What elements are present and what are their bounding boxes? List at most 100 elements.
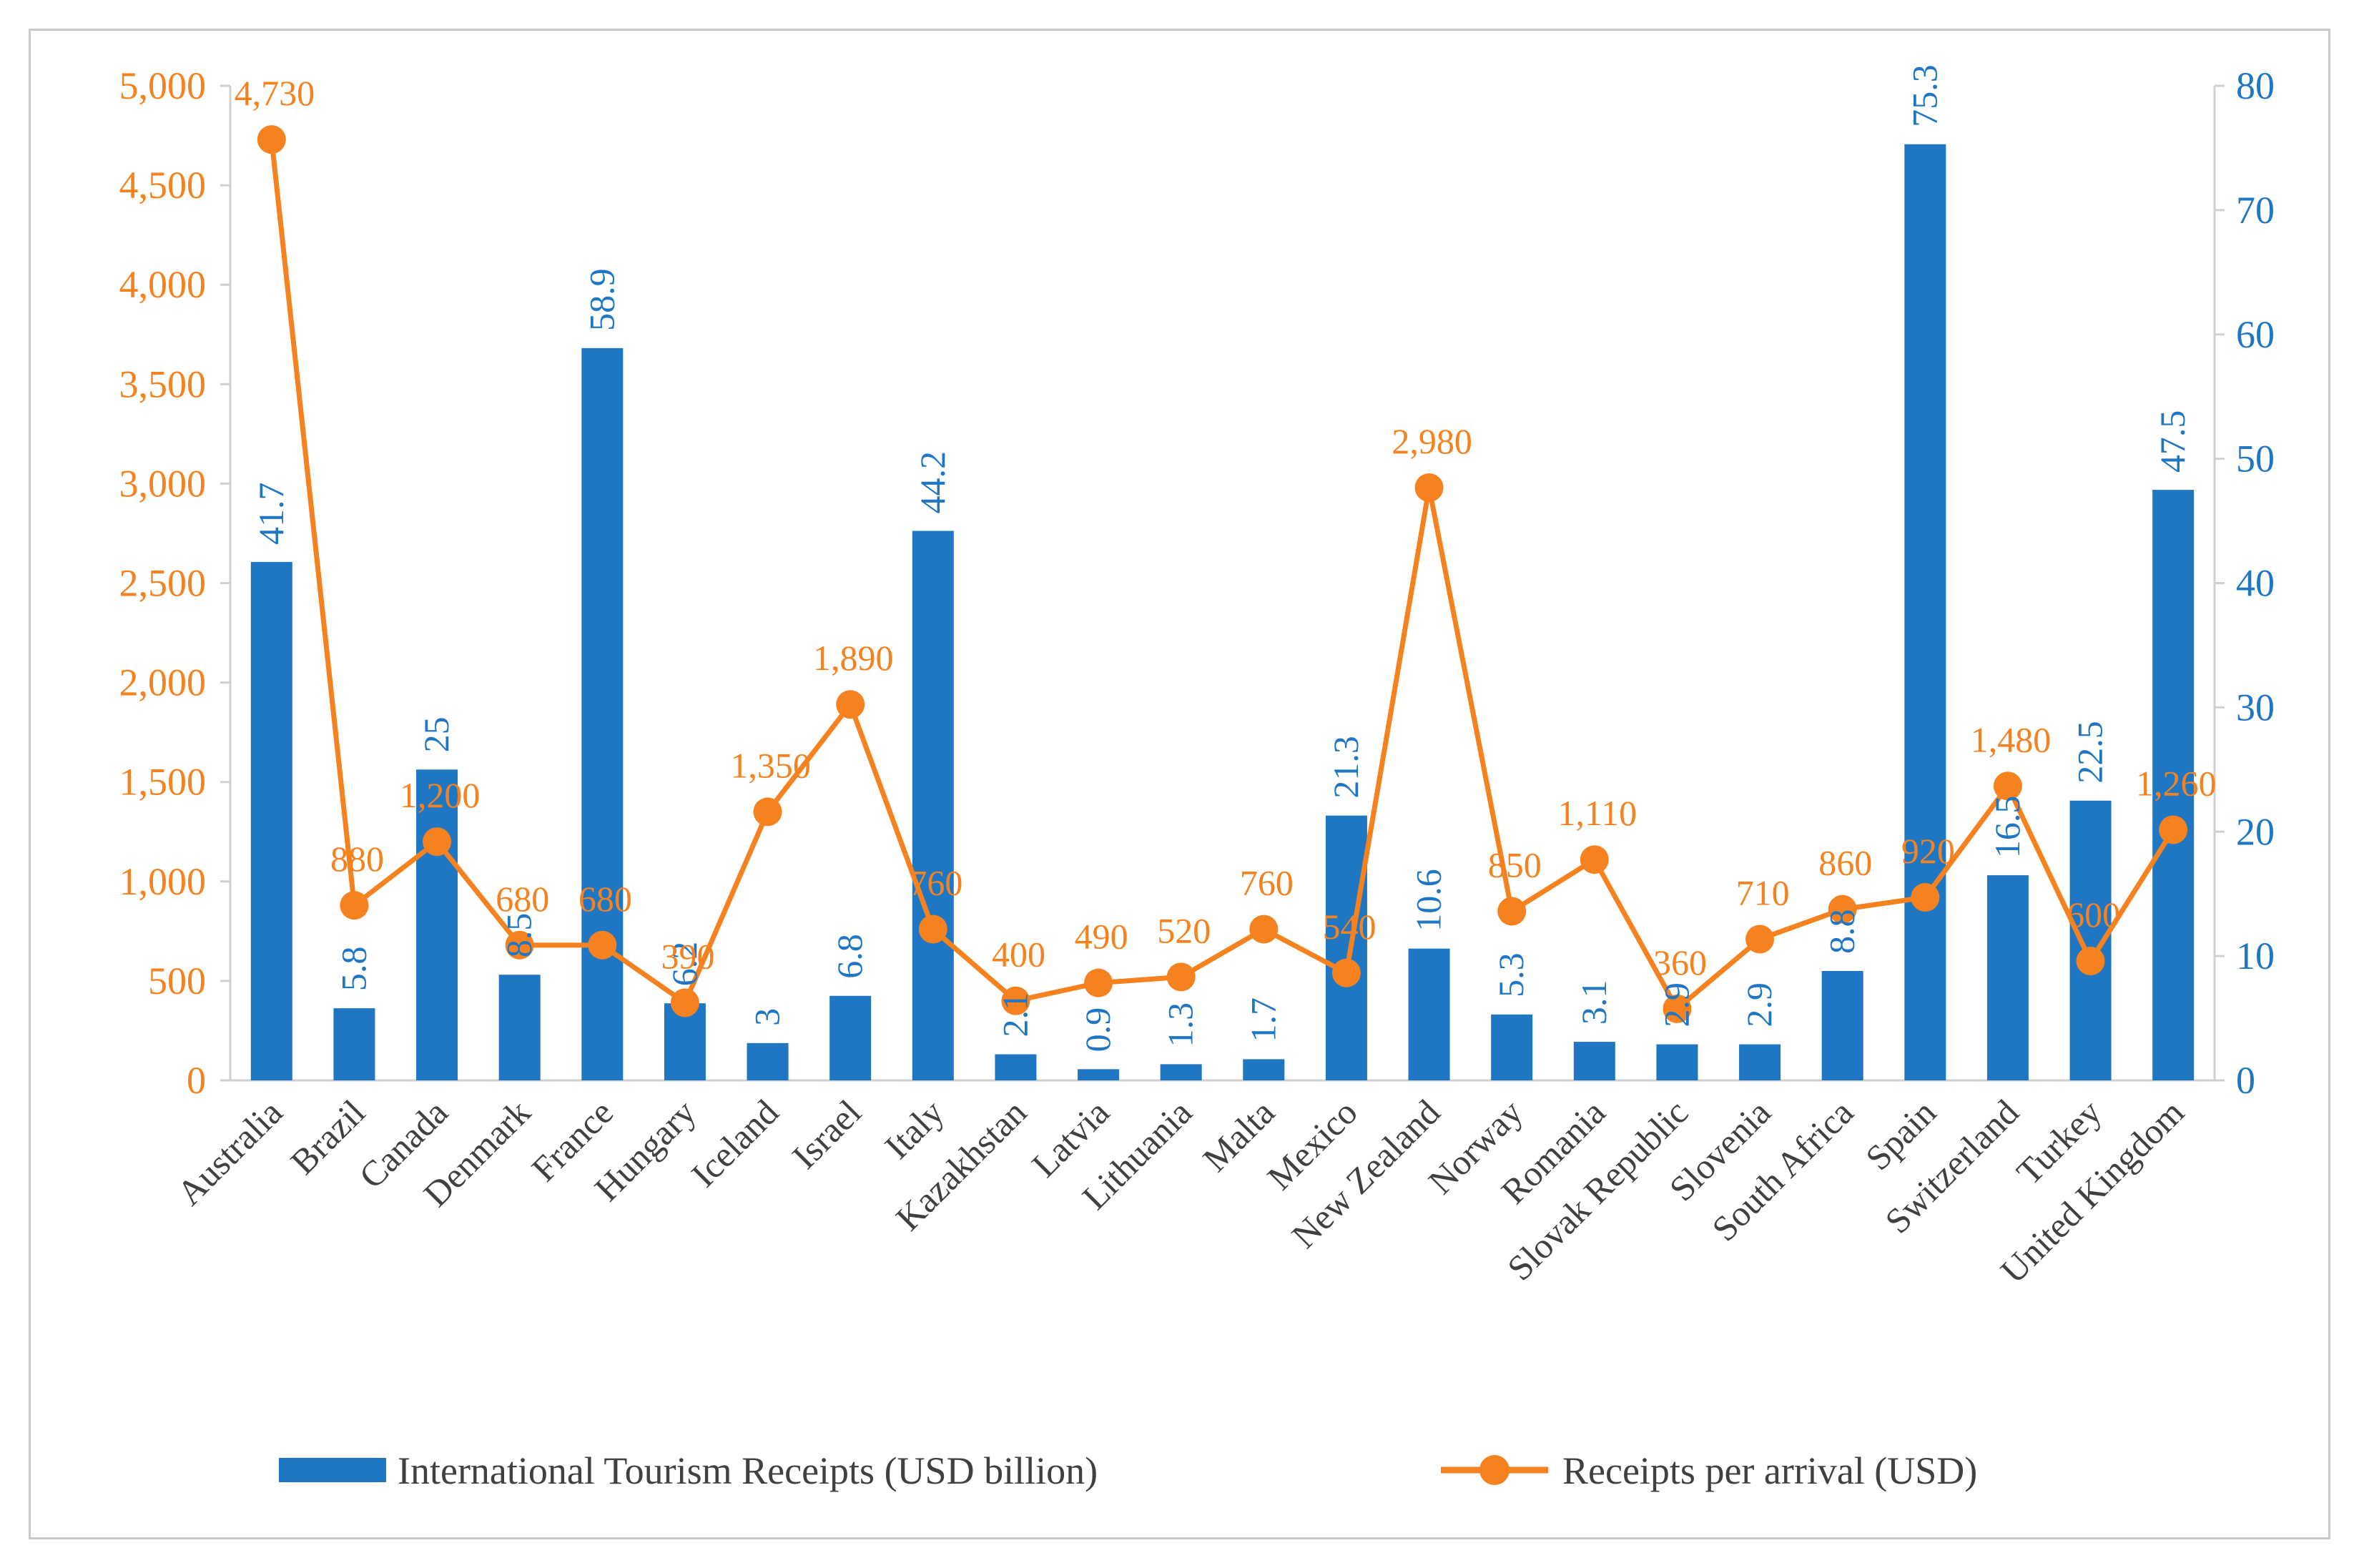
line-point <box>1828 894 1857 924</box>
line-point <box>1911 883 1940 912</box>
bar-data-labels: 41.7 5.8 25 8.5 58.9 6.2 3 6.8 44.2 2.1 0.9 1.3 1.7 2… <box>251 64 2192 1052</box>
bar <box>747 1042 789 1080</box>
bar-value-label: 8.8 <box>1822 909 1862 954</box>
line-value-label: 680 <box>578 879 632 919</box>
bar <box>912 531 954 1080</box>
bar <box>1656 1044 1698 1080</box>
line-value-label: 400 <box>992 935 1045 975</box>
bar-value-label: 1.3 <box>1161 1002 1201 1047</box>
line-point <box>1663 994 1692 1023</box>
line-value-label: 860 <box>1818 843 1872 883</box>
legend-bar-label: International Tourism Receipts (USD bill… <box>398 1449 1098 1492</box>
bar <box>1243 1059 1285 1080</box>
line-point <box>918 914 947 944</box>
bar-value-label: 8.5 <box>499 913 539 958</box>
line-point <box>423 827 452 857</box>
line-point <box>1993 771 2022 801</box>
line-point <box>257 125 286 154</box>
bar <box>416 769 458 1080</box>
bar <box>1573 1042 1615 1080</box>
bar-value-label: 22.5 <box>2070 721 2110 784</box>
bar-value-label: 16.5 <box>1987 796 2027 859</box>
line-value-label: 710 <box>1736 872 1790 912</box>
line-point <box>1414 473 1444 502</box>
line-value-label: 920 <box>1901 831 1955 871</box>
left-axis-ticks: 0 500 1,000 1,500 2,000 2,500 3,000 3,500 4,000 4… <box>119 64 230 1102</box>
category-label: Italy <box>877 1092 951 1166</box>
bar-series <box>250 144 2195 1081</box>
left-tick-label: 500 <box>148 960 206 1002</box>
line-point <box>1249 914 1279 944</box>
bar <box>995 1054 1037 1080</box>
legend: International Tourism Receipts (USD bill… <box>279 1449 1977 1492</box>
bar-value-label: 25 <box>416 716 456 752</box>
line-data-labels: 4,730 880 1,200 680 680 390 1,350 1,890 760 400 49… <box>235 73 2217 982</box>
right-tick-label: 70 <box>2236 189 2275 232</box>
bar <box>250 561 292 1080</box>
line-point <box>753 797 782 827</box>
line-value-label: 520 <box>1157 910 1211 950</box>
category-label: Iceland <box>684 1092 787 1195</box>
left-tick-label: 4,500 <box>119 164 207 207</box>
line-point <box>340 891 369 920</box>
bar-value-label: 10.6 <box>1409 869 1449 932</box>
line-point <box>836 690 865 719</box>
right-tick-label: 40 <box>2236 562 2275 605</box>
line-value-label: 850 <box>1488 845 1542 885</box>
bar-value-label: 21.3 <box>1326 736 1366 799</box>
bar <box>498 975 541 1080</box>
bar <box>1491 1014 1533 1080</box>
bar-value-label: 3 <box>747 1008 787 1026</box>
line-point <box>1331 958 1361 987</box>
line-value-label: 1,260 <box>2136 763 2217 803</box>
category-labels: AustraliaBrazilCanadaDenmarkFranceHungar… <box>169 1092 2192 1291</box>
series-line <box>269 139 2176 1012</box>
right-tick-label: 30 <box>2236 686 2275 729</box>
line-series <box>257 125 2188 1023</box>
bar <box>581 347 624 1081</box>
bar-value-label: 5.8 <box>333 947 373 992</box>
bar-value-label: 2.9 <box>1656 982 1696 1027</box>
bar <box>1325 815 1367 1080</box>
bar <box>2152 490 2195 1080</box>
line-value-label: 1,200 <box>400 775 481 815</box>
left-tick-label: 4,000 <box>119 263 207 306</box>
bar-value-label: 5.3 <box>1491 952 1531 997</box>
right-tick-label: 80 <box>2236 64 2275 107</box>
legend-line-label: Receipts per arrival (USD) <box>1562 1449 1977 1492</box>
line-value-label: 4,730 <box>235 73 315 113</box>
category-label: Israel <box>784 1092 869 1176</box>
bar-value-label: 3.1 <box>1574 980 1614 1025</box>
line-point <box>2159 815 2188 844</box>
line-value-label: 1,110 <box>1557 793 1637 833</box>
bar <box>333 1008 375 1080</box>
legend-line-marker <box>1479 1455 1510 1485</box>
bar-value-label: 6.2 <box>664 942 704 987</box>
line-value-label: 600 <box>2067 894 2120 935</box>
bar-value-label: 6.8 <box>829 934 870 979</box>
bar-value-label: 75.3 <box>1904 64 1944 127</box>
bar-value-label: 2.9 <box>1739 982 1779 1027</box>
line-point <box>2076 947 2105 976</box>
right-tick-label: 50 <box>2236 438 2275 480</box>
left-tick-label: 5,000 <box>119 64 207 107</box>
bar-value-label: 0.9 <box>1078 1007 1118 1052</box>
line-point <box>1745 924 1775 954</box>
line-point <box>1001 986 1030 1015</box>
bar-value-label: 47.5 <box>2152 410 2192 473</box>
bar <box>1986 875 2029 1080</box>
line-point <box>1580 845 1609 874</box>
line-value-label: 760 <box>909 863 962 903</box>
bar <box>1821 970 1863 1080</box>
line-value-label: 360 <box>1653 942 1707 982</box>
line-value-label: 1,480 <box>1971 719 2052 759</box>
bar-value-label: 58.9 <box>581 268 621 331</box>
left-tick-label: 1,000 <box>119 860 207 903</box>
line-value-label: 880 <box>330 839 384 879</box>
bar <box>1408 948 1450 1080</box>
line-value-label: 2,980 <box>1392 421 1472 461</box>
legend-bar-swatch <box>279 1458 386 1482</box>
line-value-label: 760 <box>1240 863 1294 903</box>
bar-value-label: 41.7 <box>251 482 291 545</box>
